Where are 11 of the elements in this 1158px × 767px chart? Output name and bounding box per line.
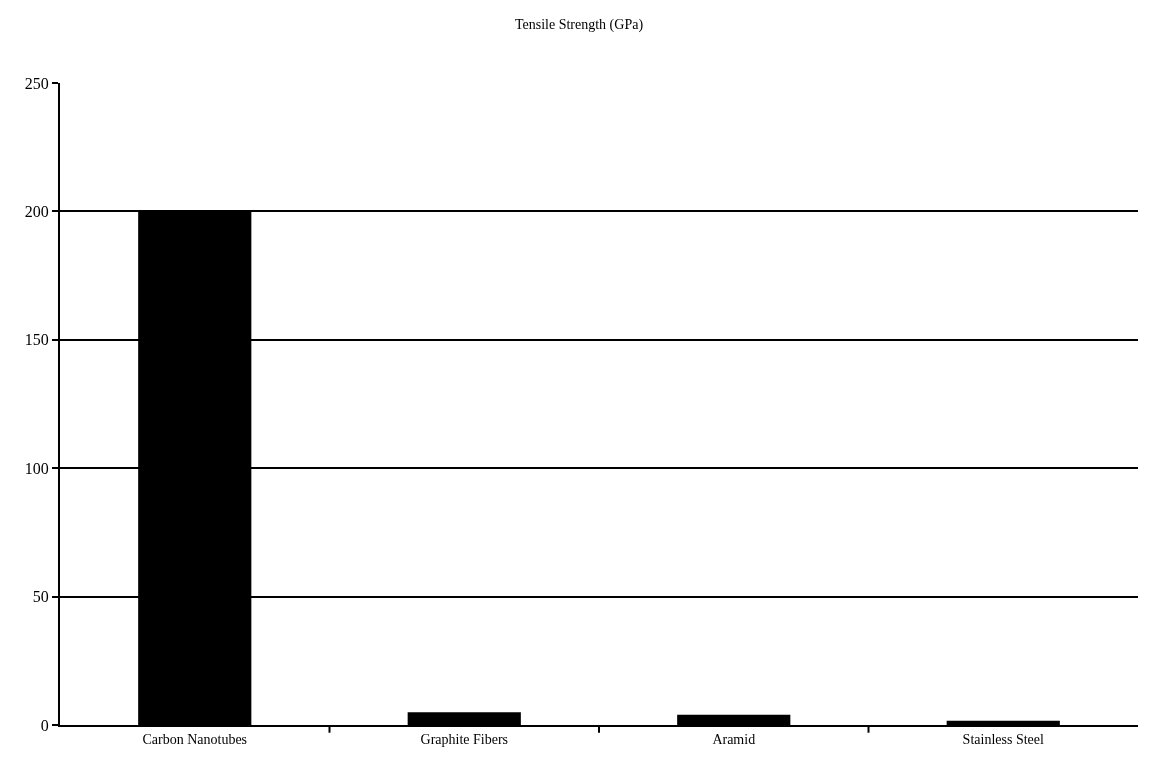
x-tick-label: Stainless Steel [962, 731, 1044, 747]
chart-title: Tensile Strength (GPa) [514, 16, 644, 33]
x-tick-label: Graphite Fibers [420, 731, 508, 747]
x-tick-label: Aramid [712, 731, 756, 747]
x-tick-label: Carbon Nanotubes [142, 731, 248, 747]
y-tick-label: 0 [40, 716, 49, 734]
y-tick-label: 150 [24, 331, 49, 349]
y-tick-label: 250 [24, 74, 49, 92]
y-tick-label: 100 [24, 459, 49, 477]
y-tick-label: 200 [24, 203, 49, 220]
y-tick-label: 50 [32, 588, 49, 606]
